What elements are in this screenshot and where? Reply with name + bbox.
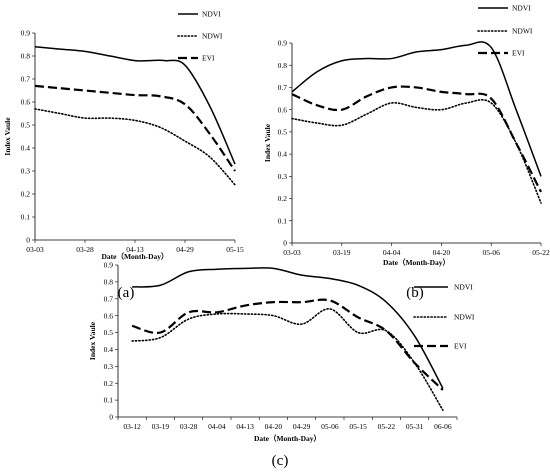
y-tick-label: 0.9 bbox=[21, 29, 31, 38]
y-tick-label: 0 bbox=[109, 413, 113, 422]
y-axis-title: Index Vaule bbox=[263, 123, 272, 162]
x-tick-label: 06-06 bbox=[434, 422, 452, 431]
legend-label-evi: EVI bbox=[202, 54, 215, 63]
y-tick-label: 0 bbox=[26, 236, 30, 245]
series-line-evi bbox=[34, 84, 236, 172]
x-tick-label: 04-29 bbox=[293, 422, 311, 431]
y-axis-title: Index Vaule bbox=[88, 321, 97, 360]
series-line-ndvi bbox=[34, 46, 236, 165]
y-tick-label: 0.3 bbox=[104, 362, 114, 371]
x-tick-label: 03-03 bbox=[26, 245, 44, 254]
y-tick-label: 0.3 bbox=[21, 167, 31, 176]
y-tick-label: 0.3 bbox=[278, 172, 288, 181]
x-tick-label: 03-28 bbox=[180, 422, 198, 431]
x-tick-label: 03-19 bbox=[152, 422, 170, 431]
legend-label-evi: EVI bbox=[454, 342, 467, 351]
series-line-ndvi bbox=[132, 267, 444, 389]
y-tick-label: 0.2 bbox=[104, 379, 114, 388]
x-tick-label: 05-15 bbox=[349, 422, 367, 431]
panel-label: (a) bbox=[118, 285, 135, 301]
x-tick-label: 03-19 bbox=[333, 248, 351, 257]
series-line-ndwi bbox=[131, 308, 444, 412]
x-tick-label: 05-06 bbox=[482, 248, 500, 257]
x-tick-label: 03-03 bbox=[283, 248, 301, 257]
y-tick-label: 0.7 bbox=[21, 75, 31, 84]
y-axis-title: Index Vaule bbox=[3, 117, 12, 156]
y-tick-label: 0.9 bbox=[278, 39, 288, 48]
legend-label-ndvi: NDVI bbox=[202, 10, 221, 19]
chart-panel-c: 0 0.1 0.2 0.3 0.4 0.5 0.6 0.7 0.8 0.9 03-12 03-19 03… bbox=[88, 261, 475, 469]
y-tick-label: 0.8 bbox=[21, 52, 31, 61]
x-tick-label: 05-31 bbox=[406, 422, 424, 431]
series-line-evi bbox=[291, 85, 542, 193]
x-tick-label: 04-04 bbox=[383, 248, 401, 257]
x-tick-label: 05-22 bbox=[378, 422, 396, 431]
y-tick-label: 0.8 bbox=[278, 61, 288, 70]
y-tick-label: 0.7 bbox=[278, 83, 288, 92]
y-tick-label: 0.6 bbox=[21, 98, 31, 107]
y-tick-label: 0.4 bbox=[104, 345, 114, 354]
series-line-ndwi bbox=[291, 98, 542, 204]
x-tick-label: 04-29 bbox=[176, 245, 194, 254]
x-tick-label: 04-13 bbox=[126, 245, 144, 254]
y-tick-label: 0.2 bbox=[21, 190, 31, 199]
panel-label: (c) bbox=[272, 453, 289, 469]
legend-label-ndwi: NDWI bbox=[202, 32, 223, 41]
x-tick-label: 05-15 bbox=[226, 245, 244, 254]
legend-label-ndwi: NDWI bbox=[454, 313, 475, 322]
x-axis-title: Date（Month-Day） bbox=[383, 257, 450, 267]
x-tick-label: 04-13 bbox=[236, 422, 254, 431]
y-tick-label: 0 bbox=[283, 239, 287, 248]
x-axis-title: Date（Month-Day） bbox=[101, 251, 168, 261]
y-tick-label: 0.6 bbox=[278, 105, 288, 114]
series-line-ndwi bbox=[34, 108, 236, 186]
legend-label-ndvi: NDVI bbox=[512, 4, 531, 13]
x-tick-label: 05-06 bbox=[321, 422, 339, 431]
series-line-ndvi bbox=[291, 41, 542, 177]
x-tick-label: 04-04 bbox=[208, 422, 226, 431]
y-tick-label: 0.4 bbox=[278, 150, 288, 159]
x-axis-title: Date（Month-Day） bbox=[254, 433, 321, 443]
x-tick-label: 03-28 bbox=[76, 245, 94, 254]
legend-label-ndwi: NDWI bbox=[512, 27, 533, 36]
y-tick-label: 0.5 bbox=[21, 121, 31, 130]
panel-label: (b) bbox=[406, 285, 424, 301]
y-tick-label: 0.9 bbox=[104, 261, 114, 270]
y-tick-label: 0.8 bbox=[104, 277, 114, 286]
y-tick-label: 0.7 bbox=[104, 294, 114, 303]
y-tick-label: 0.5 bbox=[278, 127, 288, 136]
y-tick-label: 0.4 bbox=[21, 144, 31, 153]
x-tick-label: 05-22 bbox=[532, 248, 550, 257]
legend-label-evi: EVI bbox=[512, 49, 525, 58]
y-tick-label: 0.6 bbox=[104, 311, 114, 320]
y-tick-label: 0.5 bbox=[104, 328, 114, 337]
chart-panel-b: 0 0.1 0.2 0.3 0.4 0.5 0.6 0.7 0.8 0.9 03-03 03-19 04… bbox=[263, 4, 550, 301]
y-tick-label: 0.1 bbox=[21, 213, 31, 222]
x-tick-label: 04-20 bbox=[433, 248, 451, 257]
legend-label-ndvi: NDVI bbox=[454, 283, 473, 292]
y-tick-label: 0.2 bbox=[278, 194, 288, 203]
series-line-evi bbox=[131, 298, 444, 391]
y-tick-label: 0.1 bbox=[278, 216, 288, 225]
x-tick-label: 03-12 bbox=[123, 422, 141, 431]
x-tick-label: 04-20 bbox=[265, 422, 283, 431]
y-tick-label: 0.1 bbox=[104, 396, 114, 405]
chart-panel-a: 0 0.1 0.2 0.3 0.4 0.5 0.6 0.7 0.8 0.9 03-03 03-28 04… bbox=[3, 10, 244, 301]
